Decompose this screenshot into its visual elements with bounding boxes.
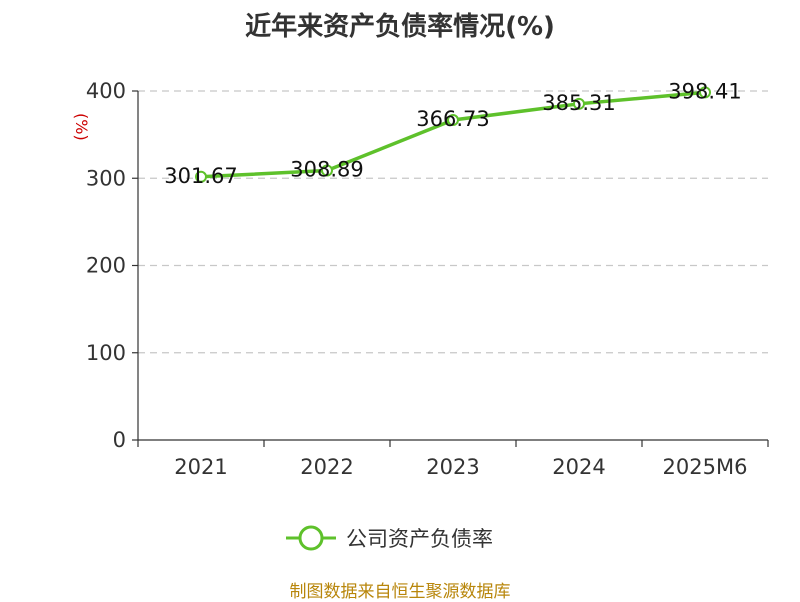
x-tick-label: 2022 xyxy=(300,455,353,479)
y-axis-label: (%) xyxy=(72,113,91,141)
data-label: 308.89 xyxy=(290,157,363,181)
data-label: 366.73 xyxy=(416,107,489,131)
y-tick-label: 300 xyxy=(86,166,126,190)
data-labels: 301.67 308.89 366.73 385.31 398.41 xyxy=(164,79,741,187)
data-point xyxy=(321,164,333,177)
y-tick-label: 400 xyxy=(86,79,126,103)
axes: 0 100 200 300 400 2021 2022 2023 2024 2025M6 xyxy=(86,79,769,479)
data-point xyxy=(195,170,207,183)
data-point xyxy=(447,114,459,127)
data-label: 301.67 xyxy=(164,164,237,188)
x-tick-label: 2021 xyxy=(174,455,227,479)
y-tick-label: 200 xyxy=(86,254,126,278)
series-layer xyxy=(195,86,711,183)
x-tick-label: 2024 xyxy=(552,455,605,479)
series-line xyxy=(200,90,706,179)
chart-title: 近年来资产负债率情况(%) xyxy=(245,12,555,42)
y-tick-label: 100 xyxy=(86,341,126,365)
data-point xyxy=(573,97,585,110)
x-tick-label: 2023 xyxy=(426,455,479,479)
legend-label: 公司资产负债率 xyxy=(346,527,493,551)
data-label: 385.31 xyxy=(542,91,615,115)
gridlines xyxy=(138,90,768,354)
x-tick-label: 2025M6 xyxy=(663,455,748,479)
y-tick-label: 0 xyxy=(113,428,126,452)
legend[interactable]: 公司资产负债率 xyxy=(286,521,493,555)
source-note: 制图数据来自恒生聚源数据库 xyxy=(289,582,511,602)
data-label: 398.41 xyxy=(668,79,741,103)
legend-line-marker-icon xyxy=(286,525,336,551)
data-point xyxy=(699,86,711,99)
